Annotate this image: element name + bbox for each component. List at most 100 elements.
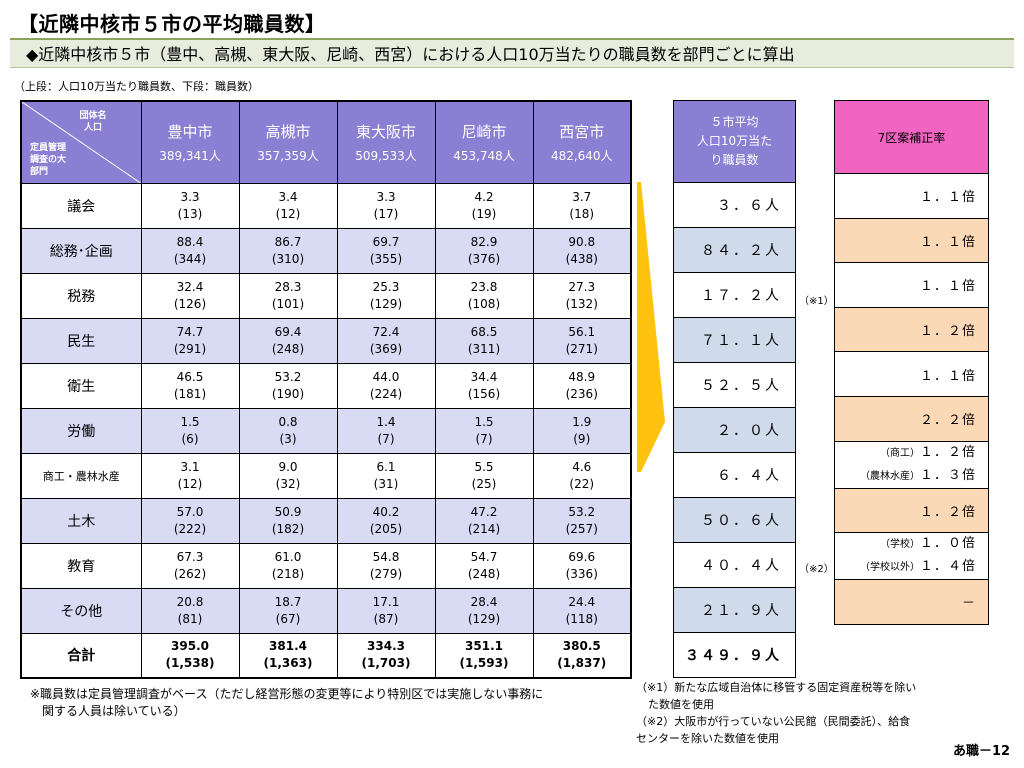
rate-table: 7区案補正率 １．１倍 １．１倍 １．１倍 １．２倍 １．１倍 ２．２倍 （商工… xyxy=(834,100,989,625)
value-cell: 86.7 (310) xyxy=(238,227,338,274)
table-row: 商工・農林水産 3.1 (12) 9.0 (32) 6.1 (31) 5.5 (25) 4.6 (2… xyxy=(20,452,632,499)
value-cell: 1.4 (7) xyxy=(336,407,436,454)
rate-cell-shoko: （商工）１．２倍 （農林水産）１．３倍 xyxy=(834,440,989,489)
rate-cell-kyoiku: （学校）１．０倍 （学校以外）１．４倍 xyxy=(834,532,989,581)
page-title: 【近隣中核市５市の平均職員数】 xyxy=(18,12,326,36)
value-cell: 1.9 (9) xyxy=(532,407,632,454)
value-cell: 1.5 (6) xyxy=(140,407,240,454)
rate-header: 7区案補正率 xyxy=(834,100,989,174)
value-cell: 3.3 (17) xyxy=(336,182,436,229)
row-label: 議会 xyxy=(20,182,142,229)
value-cell: 34.4 (156) xyxy=(434,362,534,409)
avg-cell: ３．６人 xyxy=(673,182,796,228)
value-cell: 27.3 (132) xyxy=(532,272,632,319)
total-cell: 380.5 (1,837) xyxy=(532,632,632,679)
total-cell: 351.1 (1,593) xyxy=(434,632,534,679)
avg-cell: ６．４人 xyxy=(673,452,796,498)
average-table: ５市平均 人口10万当た り職員数 ３．６人 ８４．２人 １７．２人 ７１．１人 ５２．… xyxy=(673,100,796,678)
table-row: 総務･企画 88.4 (344) 86.7 (310) 69.7 (355) 82.9 (376… xyxy=(20,227,632,274)
value-cell: 61.0 (218) xyxy=(238,542,338,589)
value-cell: 40.2 (205) xyxy=(336,497,436,544)
value-cell: 67.3 (262) xyxy=(140,542,240,589)
footnote-ref-2: （※2） xyxy=(799,564,834,575)
value-cell: 1.5 (7) xyxy=(434,407,534,454)
avg-cell: ５０．６人 xyxy=(673,497,796,543)
avg-cell: ２１．９人 xyxy=(673,587,796,633)
value-cell: 50.9 (182) xyxy=(238,497,338,544)
value-cell: 3.4 (12) xyxy=(238,182,338,229)
value-cell: 24.4 (118) xyxy=(532,587,632,634)
total-row: 合計 395.0 (1,538) 381.4 (1,363) 334.3 (1,703… xyxy=(20,632,632,679)
corner-label-pop: 人口 xyxy=(83,123,102,133)
footnote-refs: （※1）新たな広域自治体に移管する固定資産税等を除い た数値を使用 （※2）大阪… xyxy=(636,681,917,745)
value-cell: 68.5 (311) xyxy=(434,317,534,364)
value-cell: 5.5 (25) xyxy=(434,452,534,499)
table-row: 税務 32.4 (126) 28.3 (101) 25.3 (129) 23.8 (108) 27… xyxy=(20,272,632,319)
corner-diagonal xyxy=(22,102,140,182)
rate-cell: １．１倍 xyxy=(834,351,989,397)
value-cell: 3.3 (13) xyxy=(140,182,240,229)
value-cell: 6.1 (31) xyxy=(336,452,436,499)
value-cell: 23.8 (108) xyxy=(434,272,534,319)
value-cell: 69.6 (336) xyxy=(532,542,632,589)
staff-table: 団体名 人口 定員管理 調査の大 部門 豊中市 389,341人 高槻市 357,3… xyxy=(20,100,632,679)
value-cell: 4.2 (19) xyxy=(434,182,534,229)
city-header-higashiosaka: 東大阪市 509,533人 xyxy=(336,100,436,184)
table-row: 労働 1.5 (6) 0.8 (3) 1.4 (7) 1.5 (7) 1.9 (9) xyxy=(20,407,632,454)
value-cell: 69.7 (355) xyxy=(336,227,436,274)
table-row: その他 20.8 (81) 18.7 (67) 17.1 (87) 28.4 (129) 24.4… xyxy=(20,587,632,634)
value-cell: 9.0 (32) xyxy=(238,452,338,499)
rate-cell: １．１倍 xyxy=(834,217,989,264)
header-corner: 団体名 人口 定員管理 調査の大 部門 xyxy=(20,100,142,184)
row-label: 衛生 xyxy=(20,362,142,409)
value-cell: 3.7 (18) xyxy=(532,182,632,229)
value-cell: 4.6 (22) xyxy=(532,452,632,499)
row-label: 土木 xyxy=(20,497,142,544)
table-row: 議会 3.3 (13) 3.4 (12) 3.3 (17) 4.2 (19) 3.7 (18) xyxy=(20,182,632,229)
city-header-amagasaki: 尼崎市 453,748人 xyxy=(434,100,534,184)
value-cell: 57.0 (222) xyxy=(140,497,240,544)
value-cell: 72.4 (369) xyxy=(336,317,436,364)
table-note: （上段：人口10万当たり職員数、下段：職員数） xyxy=(14,80,259,93)
value-cell: 69.4 (248) xyxy=(238,317,338,364)
value-cell: 53.2 (190) xyxy=(238,362,338,409)
total-cell: 395.0 (1,538) xyxy=(140,632,240,679)
footnote-main: ※職員数は定員管理調査がベース（ただし経営形態の変更等により特別区では実施しない… xyxy=(30,687,544,718)
rate-cell: １．２倍 xyxy=(834,487,989,534)
city-header-toyonaka: 豊中市 389,341人 xyxy=(140,100,240,184)
rate-cell: １．１倍 xyxy=(834,262,989,308)
arrow-right-icon xyxy=(637,182,665,472)
total-cell: 334.3 (1,703) xyxy=(336,632,436,679)
city-header-nishinomiya: 西宮市 482,640人 xyxy=(532,100,632,184)
corner-label-dept-1: 定員管理 xyxy=(30,143,67,153)
table-row: 土木 57.0 (222) 50.9 (182) 40.2 (205) 47.2 (214) 53… xyxy=(20,497,632,544)
value-cell: 82.9 (376) xyxy=(434,227,534,274)
value-cell: 56.1 (271) xyxy=(532,317,632,364)
value-cell: 18.7 (67) xyxy=(238,587,338,634)
value-cell: 28.4 (129) xyxy=(434,587,534,634)
table-row: 衛生 46.5 (181) 53.2 (190) 44.0 (224) 34.4 (156) 48… xyxy=(20,362,632,409)
rate-cell: １．１倍 xyxy=(834,173,989,219)
value-cell: 53.2 (257) xyxy=(532,497,632,544)
row-label: 総務･企画 xyxy=(20,227,142,274)
table-row: 教育 67.3 (262) 61.0 (218) 54.8 (279) 54.7 (248) 69… xyxy=(20,542,632,589)
value-cell: 25.3 (129) xyxy=(336,272,436,319)
value-cell: 88.4 (344) xyxy=(140,227,240,274)
value-cell: 28.3 (101) xyxy=(238,272,338,319)
row-label: 労働 xyxy=(20,407,142,454)
avg-cell: ８４．２人 xyxy=(673,227,796,273)
row-label: その他 xyxy=(20,587,142,634)
avg-cell: ７１．１人 xyxy=(673,317,796,363)
rate-cell: １．２倍 xyxy=(834,306,989,353)
avg-header: ５市平均 人口10万当た り職員数 xyxy=(673,100,796,183)
avg-cell: １７．２人 xyxy=(673,272,796,318)
row-label-total: 合計 xyxy=(20,632,142,679)
value-cell: 20.8 (81) xyxy=(140,587,240,634)
row-label: 民生 xyxy=(20,317,142,364)
rate-cell: － xyxy=(834,579,989,625)
value-cell: 54.8 (279) xyxy=(336,542,436,589)
value-cell: 32.4 (126) xyxy=(140,272,240,319)
corner-label-dept-2: 調査の大 xyxy=(30,155,67,165)
row-label: 税務 xyxy=(20,272,142,319)
footnote-ref-1: （※1） xyxy=(799,296,834,307)
